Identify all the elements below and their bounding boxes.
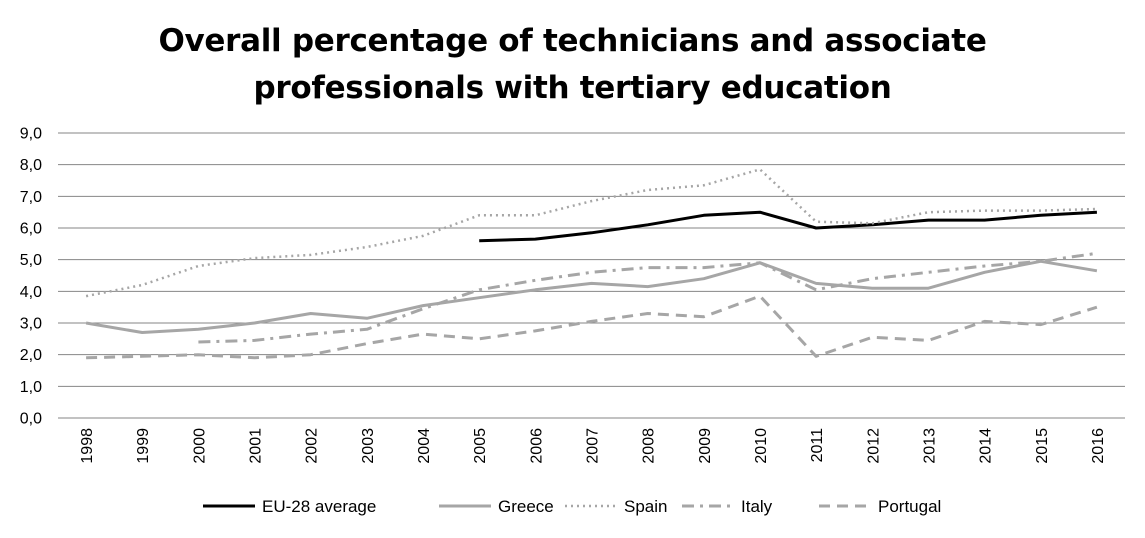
series-line-spain [85, 168, 1097, 298]
y-tick-label: 1,0 [20, 379, 42, 396]
x-tick-label: 1999 [135, 428, 152, 464]
legend: EU-28 average Greece Spain Italy Portugal [203, 497, 941, 516]
x-tick-label: 2014 [978, 428, 995, 464]
x-tick-label: 2003 [360, 428, 377, 464]
x-tick-label: 2006 [528, 428, 545, 464]
y-tick-label: 2,0 [20, 347, 42, 364]
legend-label: Greece [498, 497, 554, 516]
series-line-greece [85, 259, 1098, 334]
y-tick-label: 7,0 [20, 189, 42, 206]
x-tick-label: 2002 [304, 428, 321, 464]
x-tick-label: 2001 [248, 428, 265, 464]
x-axis-tick-labels: 1998 1999 2000 2001 2002 2003 2004 2005 2006 2007… [79, 428, 1107, 464]
x-tick-label: 2005 [472, 428, 489, 464]
x-tick-label: 2016 [1090, 428, 1107, 464]
y-axis-tick-labels: 0,0 1,0 2,0 3,0 4,0 5,0 6,0 7,0 8,0 9,0 [20, 126, 42, 428]
x-tick-label: 2011 [809, 428, 826, 463]
y-tick-label: 9,0 [20, 126, 42, 143]
chart-title: Overall percentage of technicians and as… [158, 23, 987, 106]
y-tick-label: 4,0 [20, 284, 42, 301]
legend-label: Portugal [878, 497, 941, 516]
series-lines [85, 168, 1098, 360]
x-tick-label: 2010 [753, 428, 770, 464]
x-tick-label: 2009 [697, 428, 714, 464]
y-tick-label: 3,0 [20, 316, 42, 333]
y-tick-label: 5,0 [20, 252, 42, 269]
x-tick-label: 1998 [79, 428, 96, 464]
x-tick-label: 2004 [416, 428, 433, 464]
x-tick-label: 2007 [585, 428, 602, 464]
x-tick-label: 2015 [1034, 428, 1051, 464]
y-tick-label: 6,0 [20, 221, 42, 238]
x-tick-label: 2012 [865, 428, 882, 464]
legend-label: Spain [624, 497, 667, 516]
legend-label: Italy [741, 497, 773, 516]
series-line-italy [198, 251, 1098, 344]
x-tick-label: 2008 [641, 428, 658, 464]
gridlines [58, 132, 1125, 419]
x-tick-label: 2013 [921, 428, 938, 464]
legend-label: EU-28 average [262, 497, 376, 516]
y-tick-label: 0,0 [20, 411, 42, 428]
x-tick-label: 2000 [191, 428, 208, 464]
series-line-eu-28-average [479, 210, 1097, 243]
y-tick-label: 8,0 [20, 157, 42, 174]
series-line-portugal [86, 294, 1098, 360]
